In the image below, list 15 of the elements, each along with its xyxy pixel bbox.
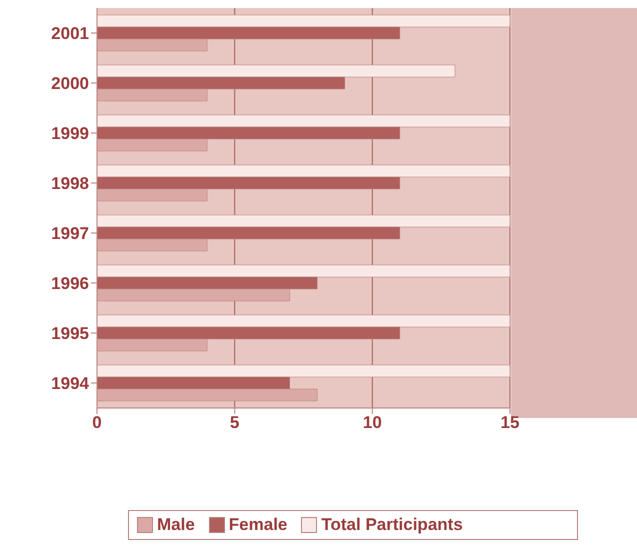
x-tick-label: 5 bbox=[230, 413, 240, 432]
y-tick-label: 1997 bbox=[51, 224, 89, 244]
y-tick-label: 2000 bbox=[51, 74, 89, 94]
x-tick-label: 15 bbox=[500, 413, 520, 432]
legend-label: Male bbox=[157, 515, 195, 535]
y-tick-label: 2001 bbox=[51, 24, 89, 44]
y-tick-label: 1994 bbox=[51, 374, 90, 394]
x-tick-label: 0 bbox=[92, 413, 102, 432]
x-tick-label: 10 bbox=[362, 413, 382, 432]
y-tick-label: 1998 bbox=[51, 174, 89, 194]
legend-label: Total Participants bbox=[321, 515, 463, 535]
legend-label: Female bbox=[228, 515, 288, 535]
y-tick-label: 1999 bbox=[51, 124, 89, 144]
y-tick-label: 1995 bbox=[51, 324, 89, 344]
y-tick-label: 1996 bbox=[51, 274, 89, 294]
